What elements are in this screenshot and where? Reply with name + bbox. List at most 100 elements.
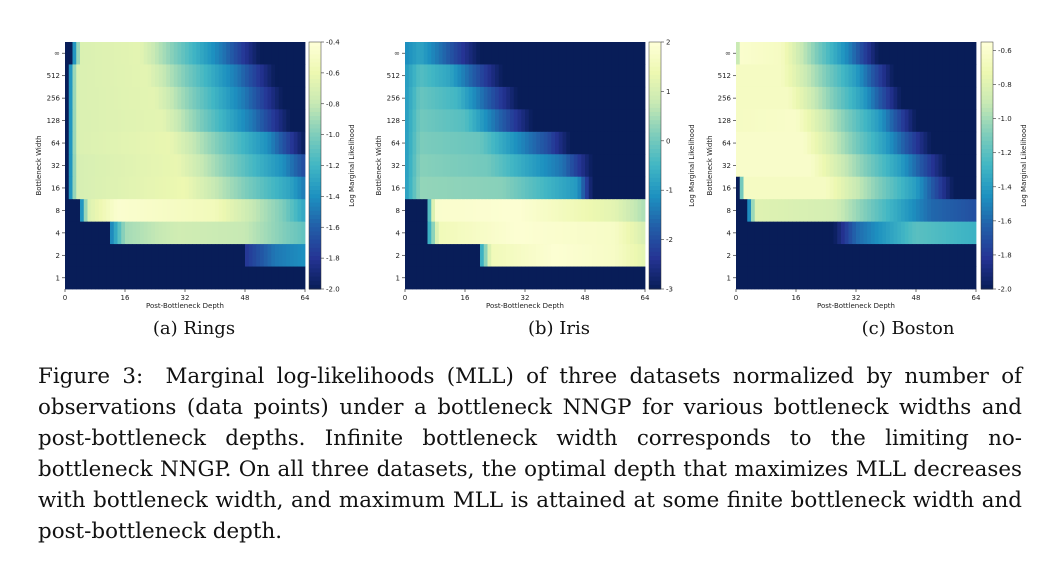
colorbar-segment — [649, 177, 661, 183]
heatmap-cell — [237, 109, 242, 133]
heatmap-cell — [121, 131, 126, 155]
heatmap-cell — [140, 199, 145, 223]
heatmap-cell — [536, 109, 541, 133]
colorbar-segment — [309, 74, 321, 80]
heatmap-cell — [147, 109, 152, 133]
heatmap-cell — [282, 266, 287, 290]
colorbar-segment — [649, 198, 661, 204]
heatmap-cell — [867, 244, 872, 267]
heatmap-cell — [766, 64, 771, 88]
y-tick-label: 32 — [51, 162, 60, 170]
heatmap-cell — [173, 109, 178, 133]
heatmap-cell — [882, 266, 887, 290]
heatmap-cell — [196, 154, 201, 178]
heatmap-cell — [510, 131, 515, 155]
heatmap-cell — [248, 86, 253, 110]
heatmap-cell — [844, 244, 849, 267]
heatmap-cell — [532, 266, 537, 290]
heatmap-cell — [927, 199, 932, 223]
colorbar-segment — [649, 50, 661, 55]
y-tick-label: 32 — [391, 162, 400, 170]
heatmap-cell — [758, 109, 763, 133]
heatmap-cell — [946, 266, 951, 290]
heatmap-cell — [267, 86, 272, 110]
heatmap-cell — [577, 244, 582, 267]
heatmap-cell — [181, 221, 186, 245]
heatmap-cell — [76, 199, 81, 223]
heatmap-cell — [102, 64, 107, 88]
heatmap-cell — [581, 221, 586, 245]
heatmap-cell — [102, 176, 107, 200]
heatmap-cell — [833, 154, 838, 178]
heatmap-cell — [803, 42, 808, 65]
heatmap-cell — [215, 86, 220, 110]
heatmap-cell — [143, 221, 148, 245]
heatmap-cell — [874, 131, 879, 155]
heatmap-cell — [622, 109, 627, 133]
heatmap-cell — [762, 221, 767, 245]
heatmap-cell — [596, 64, 601, 88]
heatmap-cell — [938, 199, 943, 223]
heatmap-cell — [901, 199, 906, 223]
heatmap-cell — [207, 221, 212, 245]
heatmap-cell — [117, 266, 122, 290]
heatmap-cell — [592, 42, 597, 65]
colorbar-segment — [309, 231, 321, 236]
heatmap-cell — [506, 176, 511, 200]
heatmap-cell — [630, 154, 635, 178]
heatmap-cell — [777, 86, 782, 110]
heatmap-cell — [113, 266, 118, 290]
heatmap-cell — [110, 86, 115, 110]
colorbar-segment — [649, 284, 661, 290]
heatmap-cell — [562, 131, 567, 155]
heatmap-cell — [510, 221, 515, 245]
heatmap-cell — [420, 109, 425, 133]
heatmap-cell — [102, 131, 107, 155]
heatmap-cell — [218, 86, 223, 110]
heatmap-cell — [293, 42, 298, 65]
heatmap-cell — [420, 154, 425, 178]
heatmap-cell — [241, 266, 246, 290]
colorbar-segment — [981, 194, 993, 199]
heatmap-cell — [796, 154, 801, 178]
heatmap-cell — [495, 244, 500, 267]
heatmap-cell — [784, 86, 789, 110]
heatmap-cell — [953, 86, 958, 110]
heatmap-cell — [495, 86, 500, 110]
heatmap-cell — [260, 221, 265, 245]
heatmap-cell — [450, 42, 455, 65]
heatmap-cell — [438, 64, 443, 88]
heatmap-cell — [431, 86, 436, 110]
heatmap-cell — [822, 154, 827, 178]
heatmap-cell — [181, 154, 186, 178]
heatmap-cell — [972, 221, 977, 245]
heatmap-cell — [155, 266, 160, 290]
heatmap-cell — [446, 131, 451, 155]
heatmap-cell — [132, 86, 137, 110]
heatmap-row — [736, 42, 977, 65]
heatmap-cell — [525, 42, 530, 65]
heatmap-cell — [536, 244, 541, 267]
heatmap-cell — [600, 221, 605, 245]
heatmap-cell — [807, 199, 812, 223]
colorbar-segment — [649, 79, 661, 84]
colorbar-segment — [649, 74, 661, 80]
heatmap-cell — [450, 154, 455, 178]
heatmap-cell — [513, 64, 518, 88]
heatmap-cell — [468, 109, 473, 133]
colorbar-tick-label: -1.0 — [326, 131, 340, 139]
heatmap-cell — [241, 176, 246, 200]
heatmap-cell — [226, 64, 231, 88]
y-tick-label: 1 — [396, 274, 400, 282]
heatmap-cell — [442, 221, 447, 245]
heatmap-cell — [252, 131, 257, 155]
heatmap-cell — [245, 109, 250, 133]
heatmap-cell — [483, 266, 488, 290]
heatmap-cell — [841, 109, 846, 133]
heatmap-cell — [792, 244, 797, 267]
heatmap-cell — [555, 266, 560, 290]
heatmap-cell — [76, 42, 81, 65]
heatmap-cell — [600, 109, 605, 133]
heatmap-cell — [461, 266, 466, 290]
